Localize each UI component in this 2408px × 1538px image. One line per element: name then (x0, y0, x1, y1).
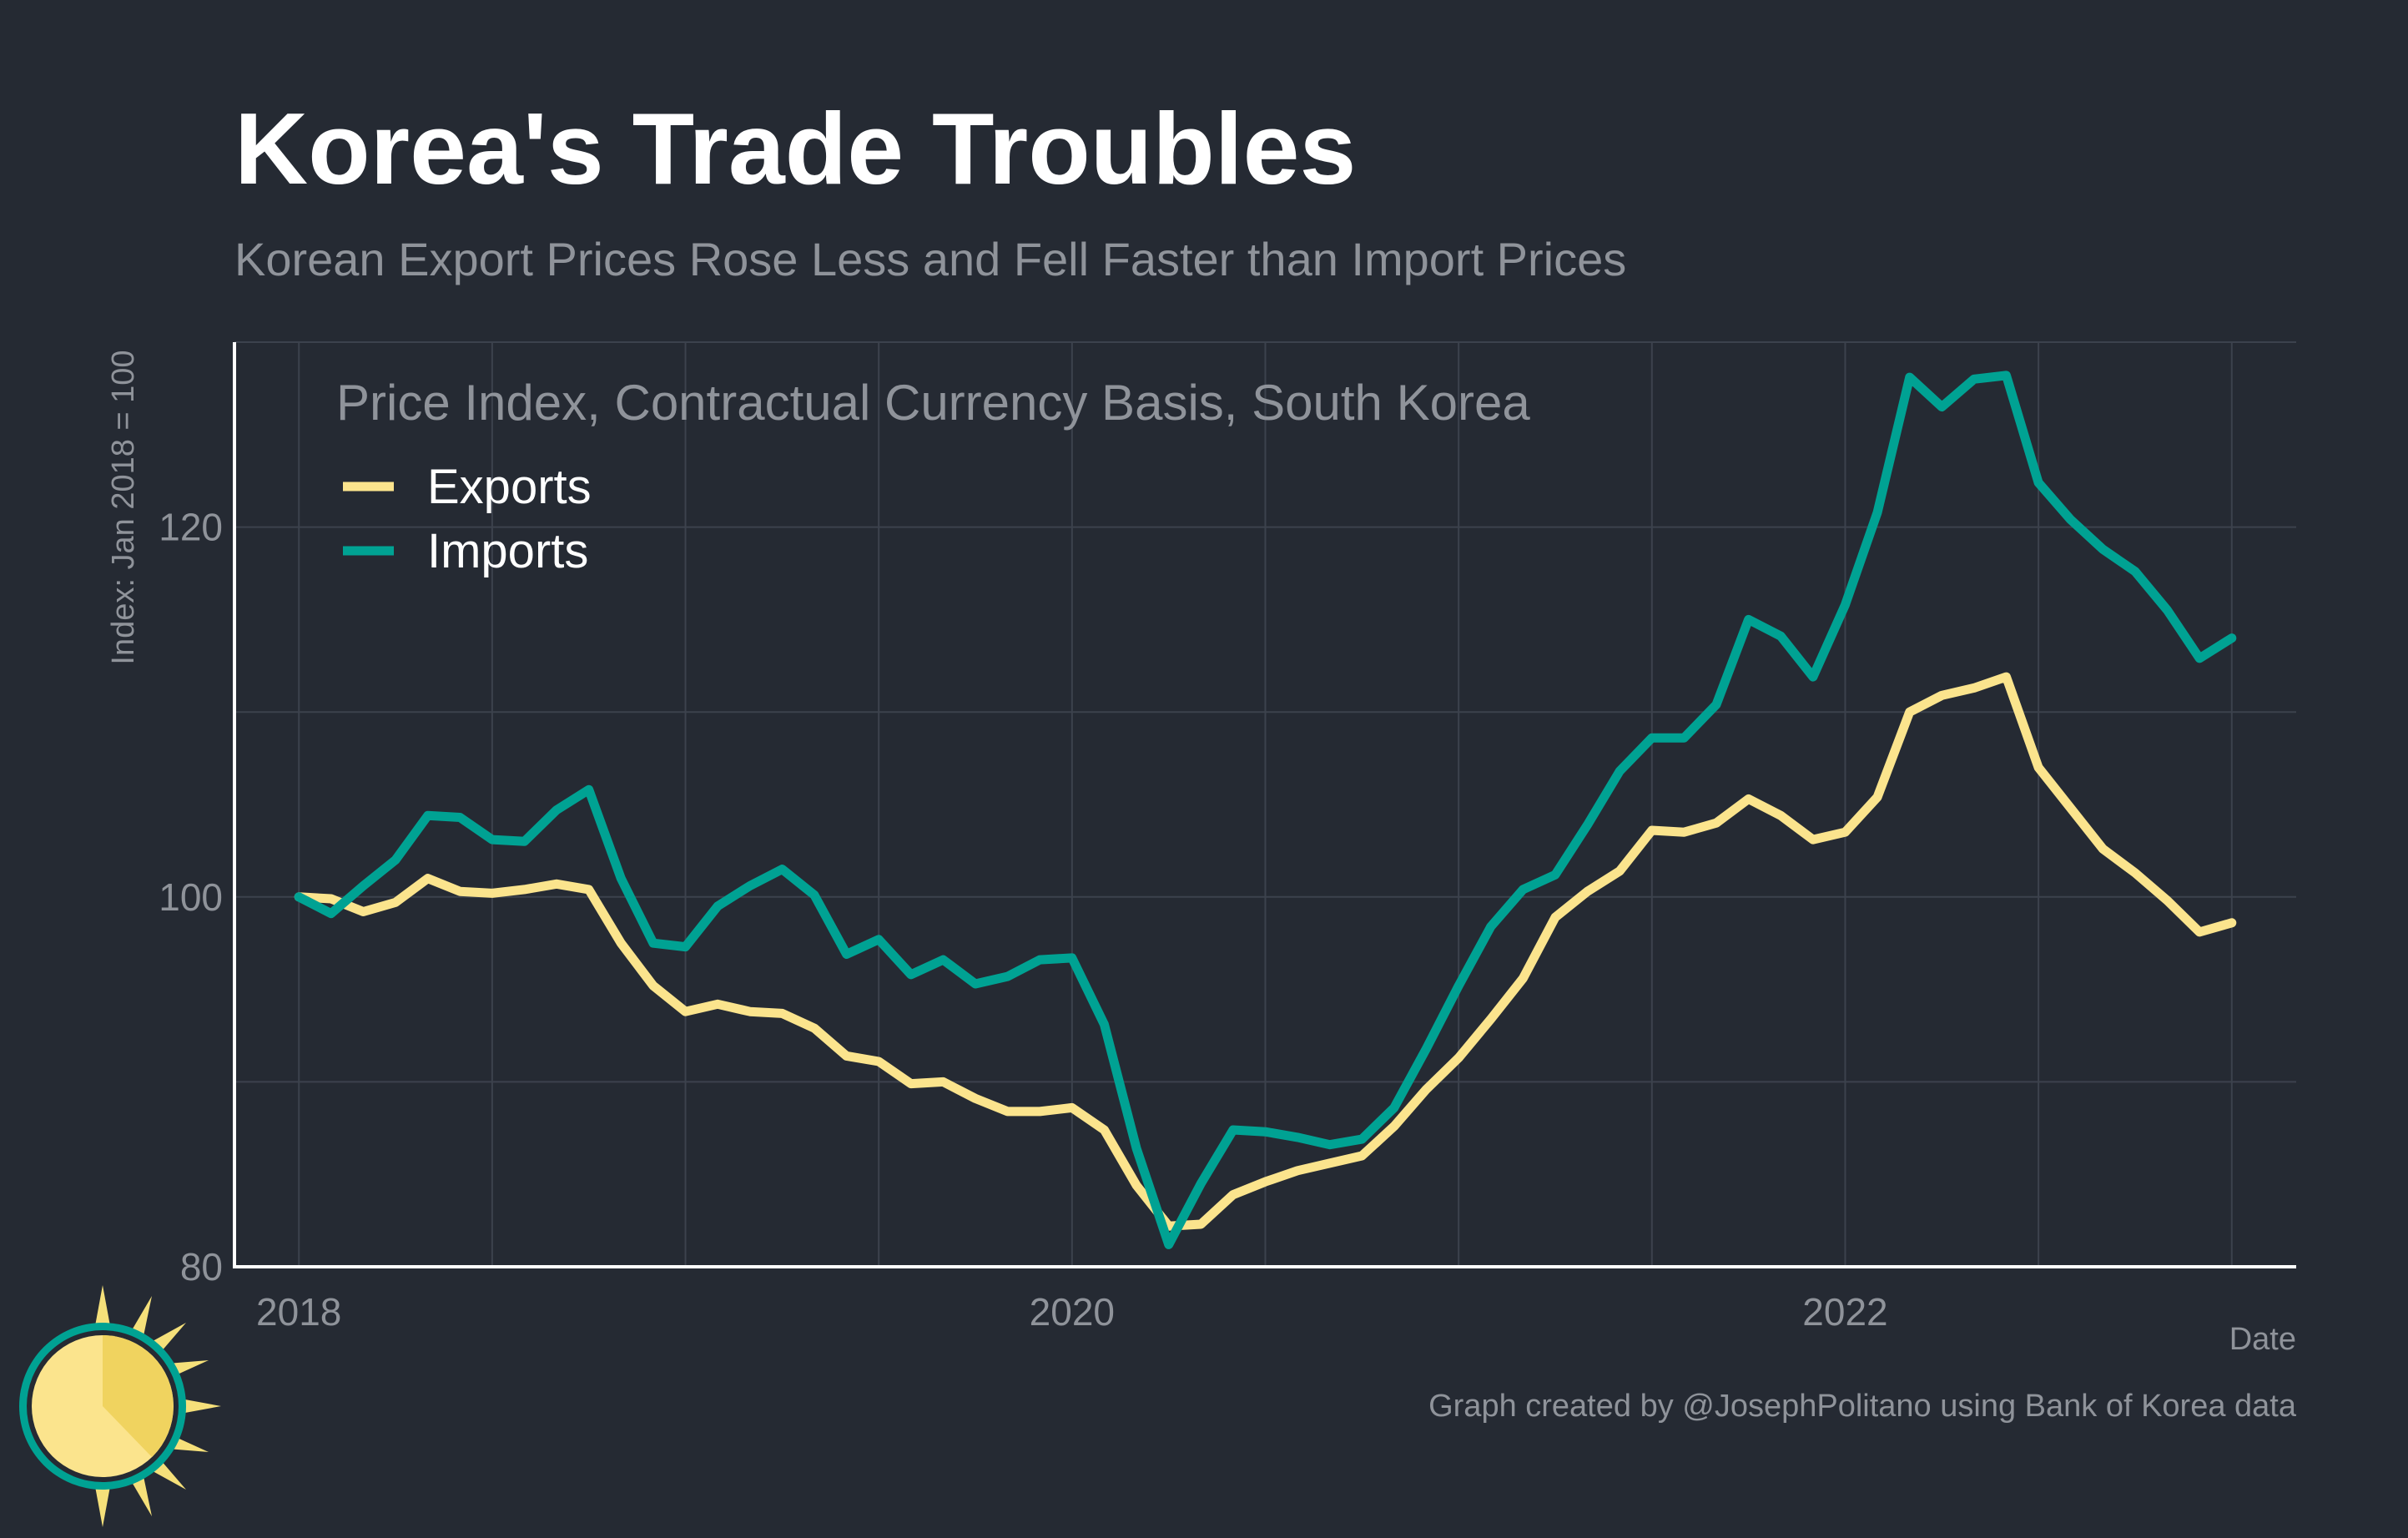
y-tick-label: 80 (180, 1245, 223, 1288)
source-caption: Graph created by @JosephPolitano using B… (1428, 1389, 2296, 1424)
page-title: Korea's Trade Troubles (234, 92, 1357, 205)
y-axis-title: Index: Jan 2018 = 100 (106, 350, 141, 664)
sun-logo-icon (19, 1285, 221, 1527)
y-tick-label: 100 (159, 875, 223, 919)
y-tick-label: 120 (159, 506, 223, 549)
series-line-imports (294, 371, 2237, 1249)
legend-label-imports: Imports (427, 524, 588, 578)
series-line-exports (294, 672, 2237, 1231)
page-subtitle: Korean Export Prices Rose Less and Fell … (234, 233, 1627, 285)
x-tick-label: 2018 (256, 1290, 341, 1334)
x-tick-label: 2020 (1030, 1290, 1115, 1334)
legend-label-exports: Exports (427, 460, 592, 514)
x-tick-label: 2022 (1802, 1290, 1887, 1334)
x-axis-title: Date (2229, 1322, 2296, 1357)
legend-title: Price Index, Contractual Currency Basis,… (336, 375, 1530, 431)
